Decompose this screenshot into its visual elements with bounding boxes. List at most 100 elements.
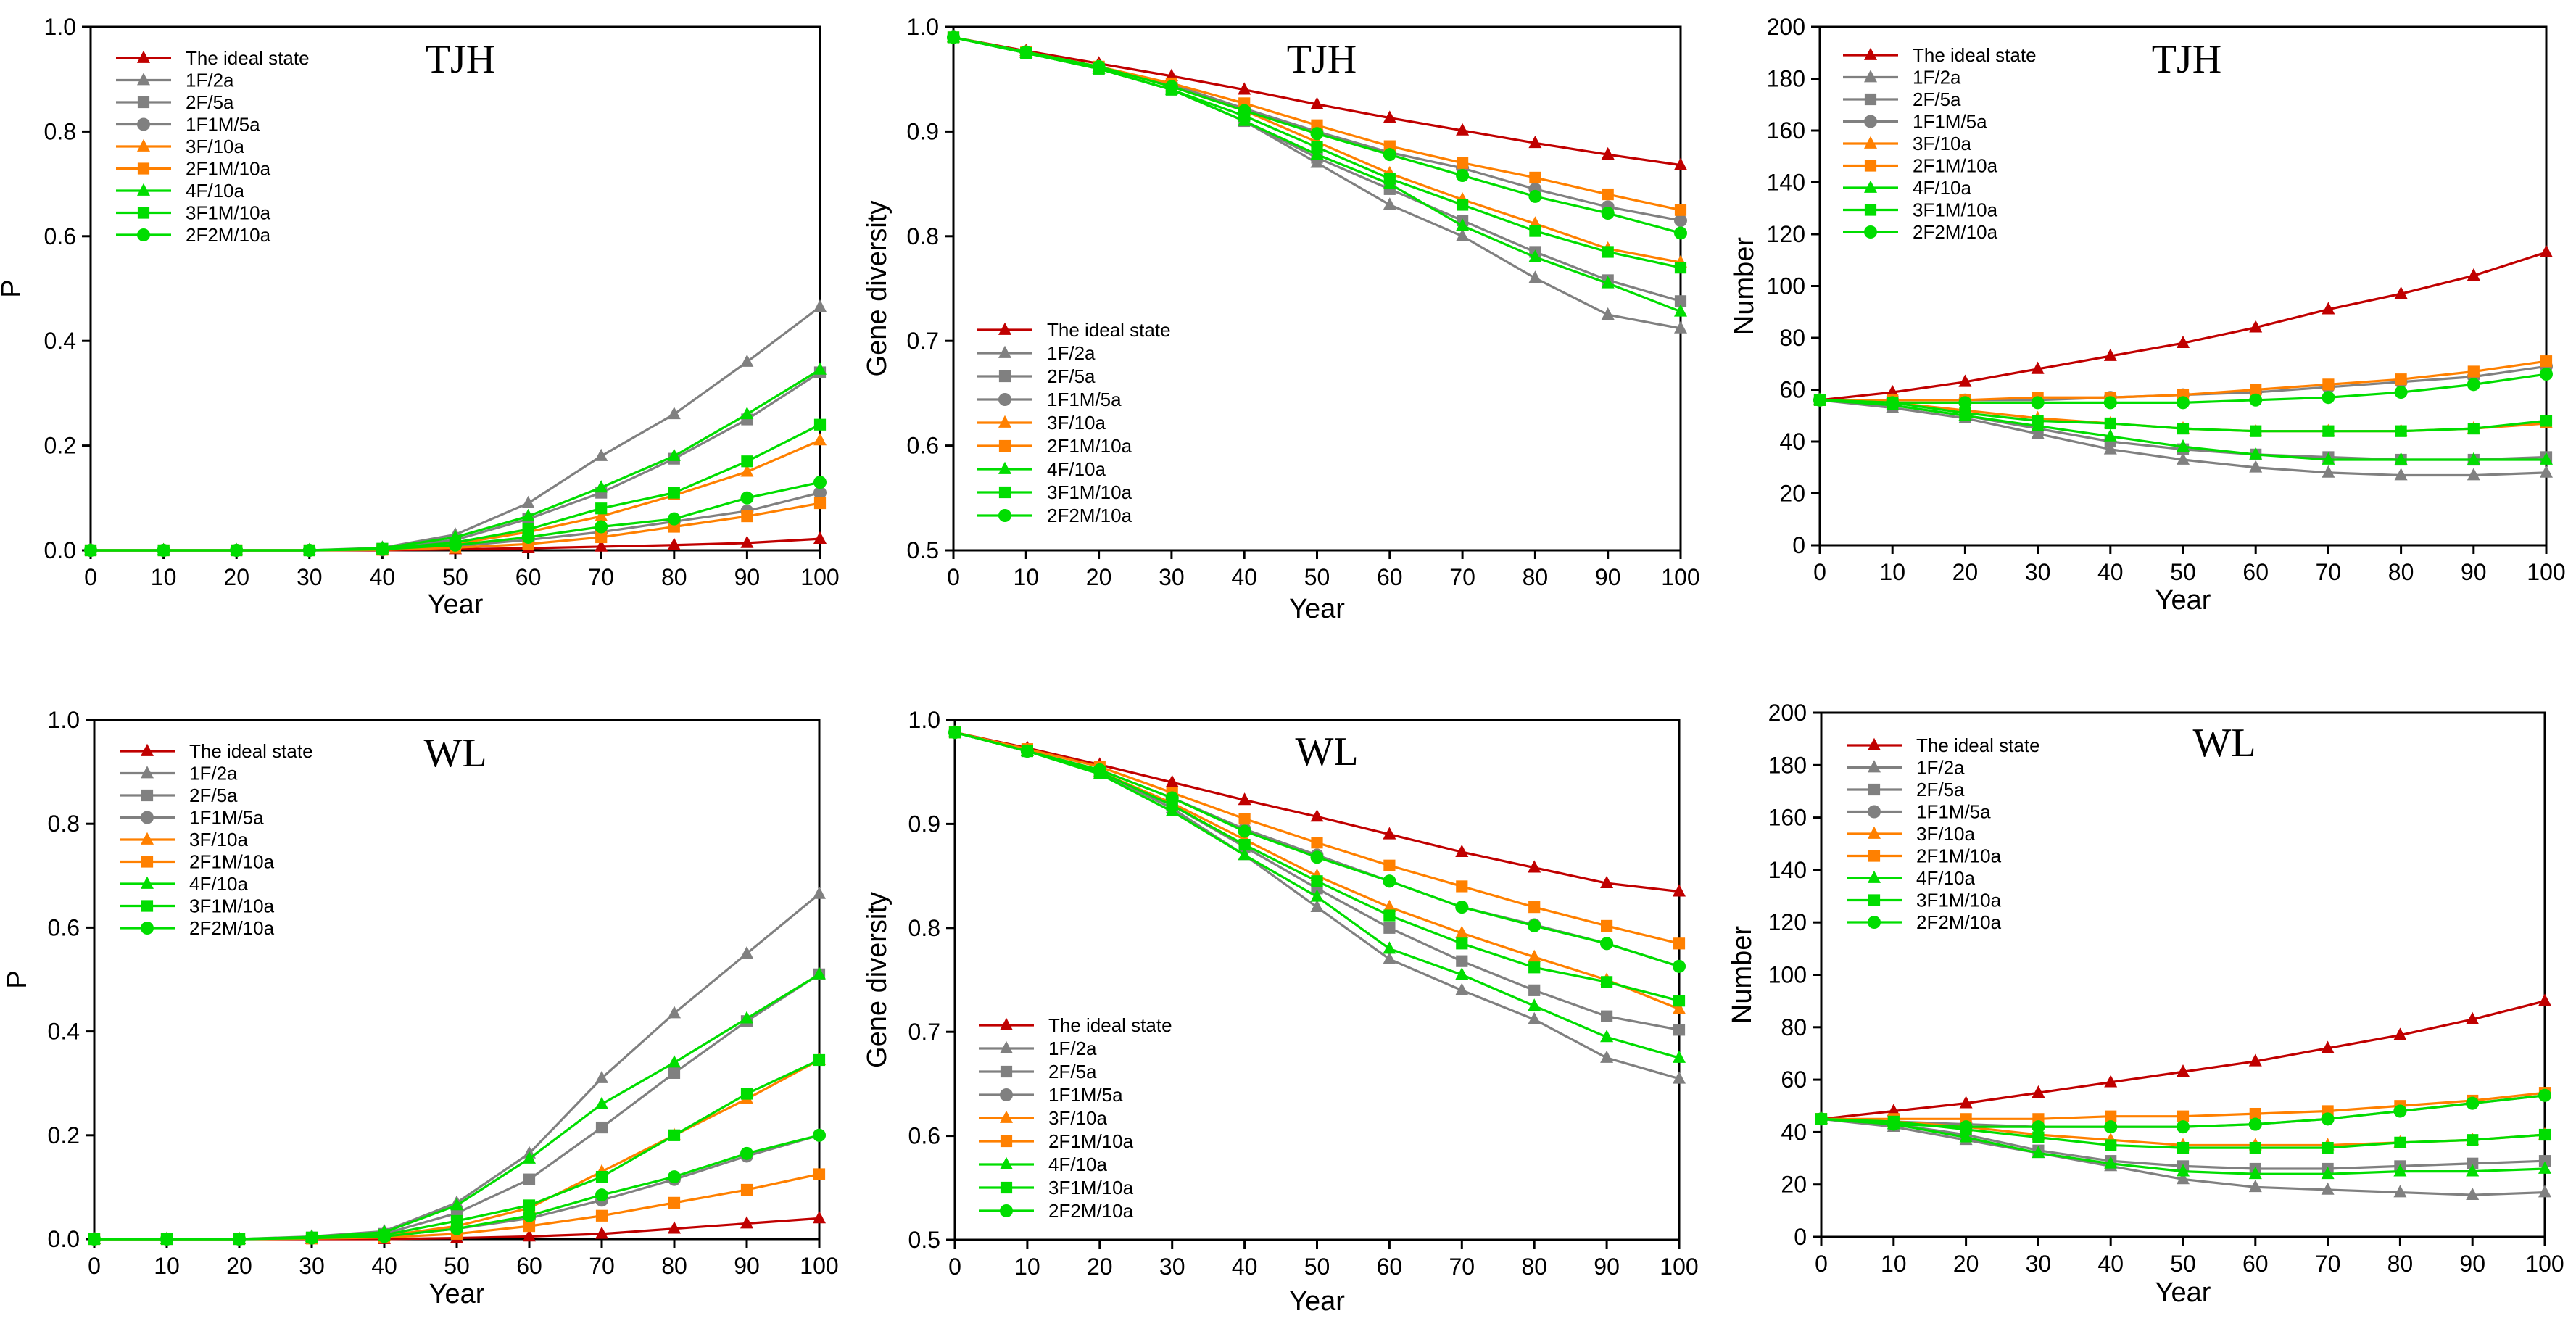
data-point: [668, 1221, 681, 1234]
y-tick-label: 0: [1792, 532, 1805, 558]
y-tick-label: 0.5: [907, 537, 939, 563]
data-point: [305, 1231, 318, 1245]
y-tick-label: 80: [1779, 325, 1805, 351]
data-point: [2538, 1185, 2551, 1198]
data-point: [813, 531, 827, 544]
x-tick-label: 10: [1014, 564, 1040, 590]
data-point: [1673, 1024, 1686, 1036]
data-point: [1311, 141, 1323, 154]
y-axis-label: Gene diversity: [862, 892, 893, 1068]
legend-item: 2F1M/10a: [1847, 845, 2002, 867]
data-point: [813, 1211, 826, 1224]
legend-marker: [137, 228, 150, 241]
x-tick-label: 80: [661, 564, 687, 590]
legend-label: The ideal state: [189, 740, 313, 762]
data-point: [1092, 59, 1106, 73]
data-point: [2177, 1110, 2190, 1122]
x-axis-label: Year: [1289, 594, 1345, 624]
series-the-ideal-state: [1813, 244, 2553, 405]
legend-label: 1F1M/5a: [1047, 389, 1122, 410]
legend-marker: [137, 50, 150, 63]
data-point: [1456, 169, 1470, 183]
series-2f2m-10a: [1813, 368, 2553, 410]
x-tick-label: 100: [800, 564, 839, 590]
legend-item: 4F/10a: [116, 180, 244, 202]
data-point: [740, 464, 754, 477]
legend-marker: [1868, 737, 1881, 750]
data-point: [1600, 937, 1614, 951]
data-point: [2466, 1164, 2480, 1177]
legend-marker: [1864, 70, 1877, 83]
data-point: [2395, 373, 2407, 386]
data-point: [2032, 1146, 2045, 1159]
data-point: [1456, 880, 1468, 893]
data-point: [2104, 417, 2116, 430]
series-2f2m-10a: [84, 476, 827, 557]
series-4f-10a: [84, 362, 827, 555]
legend: The ideal state1F/2a2F/5a1F1M/5a3F/10a2F…: [116, 47, 310, 246]
legend-label: 1F1M/5a: [189, 807, 264, 829]
legend-marker: [1864, 93, 1877, 106]
legend-item: 4F/10a: [1843, 177, 1971, 199]
legend-marker: [1864, 204, 1877, 216]
x-axis-label: Year: [2155, 1278, 2211, 1308]
data-point: [1529, 171, 1541, 184]
x-tick-label: 20: [223, 564, 249, 590]
data-point: [668, 1055, 681, 1068]
legend-marker: [1868, 850, 1881, 862]
data-point: [1528, 984, 1541, 996]
y-tick-label: 100: [1767, 273, 1805, 299]
x-tick-label: 90: [1595, 564, 1621, 590]
legend-item: 2F2M/10a: [116, 224, 271, 246]
legend-marker: [1000, 1135, 1013, 1148]
data-point: [230, 544, 244, 557]
data-point: [813, 1053, 826, 1067]
legend-item: 2F/5a: [120, 784, 238, 806]
data-point: [1456, 218, 1470, 231]
x-tick-label: 40: [1232, 1254, 1258, 1280]
x-tick-label: 100: [1661, 564, 1699, 590]
data-point: [1238, 838, 1251, 851]
series-line: [91, 368, 821, 552]
data-point: [88, 1233, 101, 1246]
series-2f2m-10a: [947, 30, 1687, 240]
data-point: [2467, 1134, 2479, 1146]
data-point: [2248, 1166, 2262, 1180]
legend: The ideal state1F/2a2F/5a1F1M/5a3F/10a2F…: [120, 740, 313, 939]
y-tick-label: 0.2: [48, 1122, 80, 1148]
x-tick-label: 70: [1449, 564, 1475, 590]
x-tick-label: 10: [1014, 1254, 1040, 1280]
legend-label: 1F/2a: [1913, 67, 1961, 88]
legend-label: 2F2M/10a: [189, 917, 275, 939]
y-tick-label: 180: [1768, 752, 1807, 778]
data-point: [1310, 96, 1324, 109]
legend-item: 2F2M/10a: [1843, 221, 1998, 243]
legend-item: 1F/2a: [979, 1038, 1097, 1059]
data-point: [1165, 791, 1179, 805]
data-point: [1601, 307, 1615, 320]
series-2f2m-10a: [948, 726, 1686, 973]
data-point: [1383, 941, 1396, 954]
x-tick-label: 10: [1881, 1251, 1907, 1277]
legend-label: 3F/10a: [189, 829, 248, 850]
data-point: [1383, 951, 1396, 964]
x-tick-label: 40: [370, 564, 396, 590]
data-point: [2321, 1166, 2335, 1180]
data-point: [2394, 468, 2408, 481]
legend-label: 2F2M/10a: [1913, 221, 1998, 243]
data-point: [2104, 1120, 2118, 1134]
data-point: [1310, 146, 1324, 160]
data-point: [2249, 1107, 2261, 1120]
y-axis-label: P: [0, 279, 27, 297]
x-tick-label: 100: [2525, 1251, 2564, 1277]
x-tick-label: 0: [1813, 559, 1826, 585]
legend-marker: [141, 856, 154, 868]
y-tick-label: 20: [1779, 481, 1805, 507]
data-point: [2467, 452, 2480, 465]
chart-panel-5: 0 10 20 30 40 50 60 70 80 90 100 0.5 0.6 0.7 0.8 0.9 1.0…: [862, 707, 1699, 1317]
data-point: [2103, 396, 2117, 410]
x-tick-label: 90: [2461, 559, 2487, 585]
data-point: [160, 1233, 173, 1246]
data-point: [1674, 226, 1687, 240]
y-tick-label: 120: [1768, 909, 1807, 935]
